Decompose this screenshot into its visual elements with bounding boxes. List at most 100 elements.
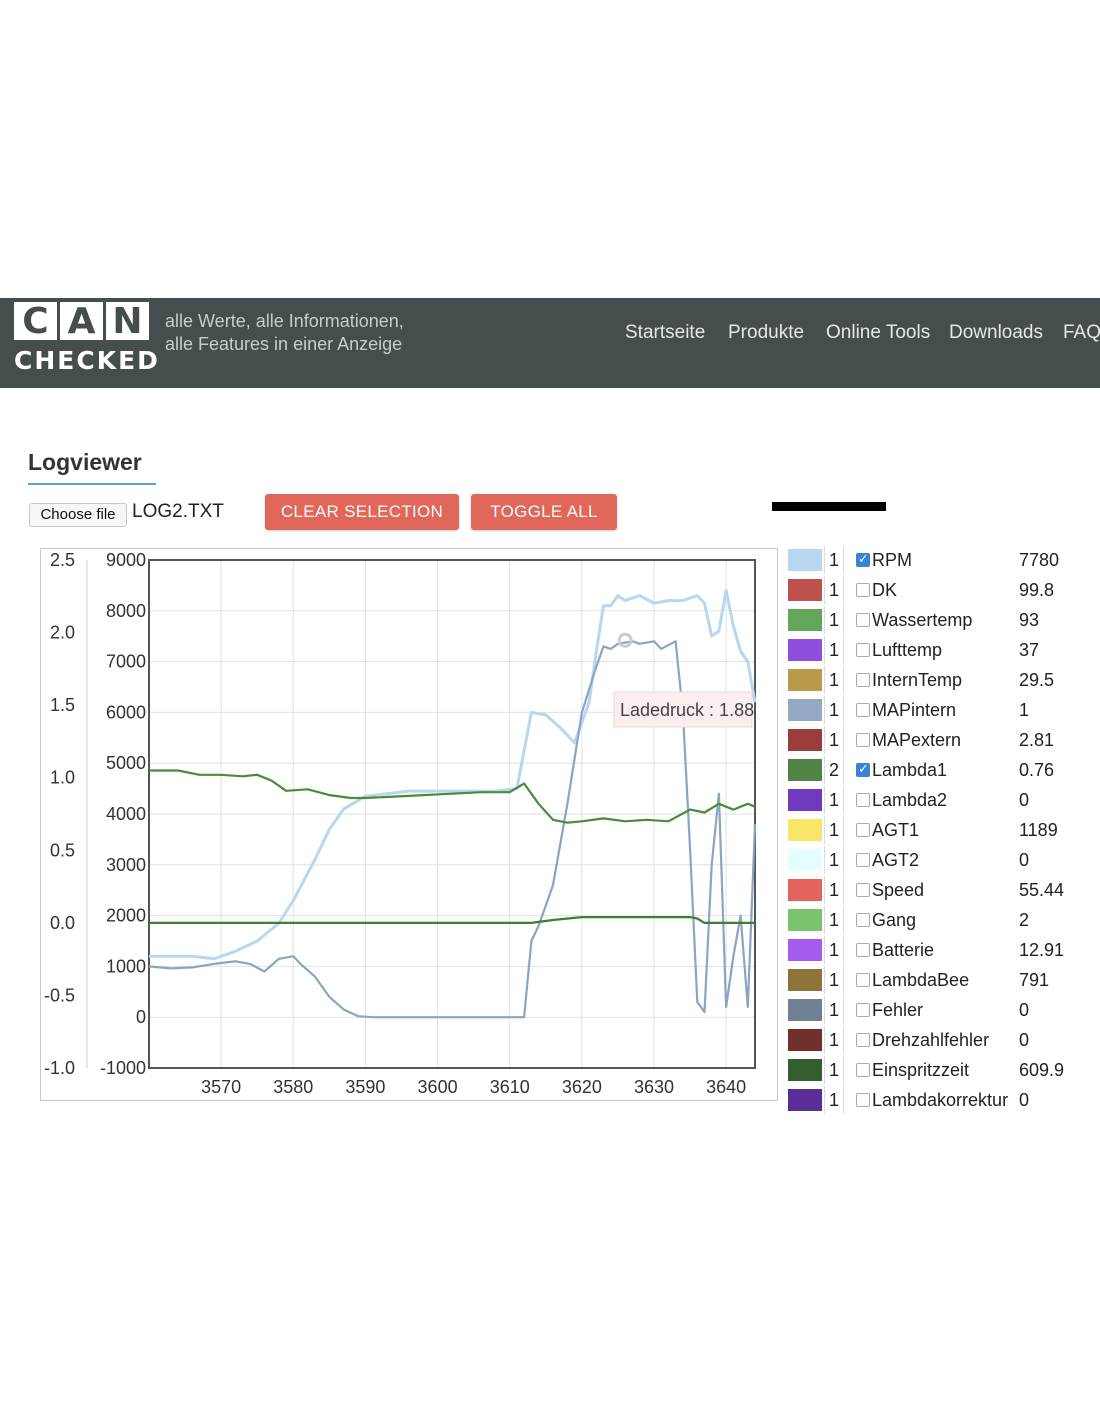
color-swatch[interactable] <box>788 1059 822 1081</box>
legend-row-lambda1[interactable]: 2 Lambda1 0.76 <box>788 756 1100 784</box>
legend-row-lambdakorrektur[interactable]: 1 Lambdakorrektur 0 <box>788 1086 1100 1114</box>
axis-selector[interactable]: 1 <box>824 636 844 664</box>
color-swatch[interactable] <box>788 909 822 931</box>
axis-selector[interactable]: 1 <box>824 606 844 634</box>
signal-checkbox[interactable] <box>856 943 870 957</box>
axis-selector[interactable]: 1 <box>824 966 844 994</box>
x-tick-label: 3630 <box>634 1077 674 1097</box>
legend-row-mapextern[interactable]: 1 MAPextern 2.81 <box>788 726 1100 754</box>
choose-file-button[interactable]: Choose file <box>29 503 127 527</box>
color-swatch[interactable] <box>788 729 822 751</box>
axis-selector[interactable]: 1 <box>824 906 844 934</box>
legend-row-agt1[interactable]: 1 AGT1 1189 <box>788 816 1100 844</box>
signal-checkbox[interactable] <box>856 913 870 927</box>
y1-tick-label: 8000 <box>106 601 146 621</box>
color-swatch[interactable] <box>788 939 822 961</box>
axis-selector[interactable]: 1 <box>824 936 844 964</box>
y2-tick-label: 2.5 <box>50 550 75 570</box>
signal-name: Wassertemp <box>872 610 973 630</box>
legend-row-speed[interactable]: 1 Speed 55.44 <box>788 876 1100 904</box>
signal-checkbox[interactable] <box>856 883 870 897</box>
signal-checkbox[interactable] <box>856 673 870 687</box>
signal-checkbox[interactable] <box>856 733 870 747</box>
signal-checkbox[interactable] <box>856 1093 870 1107</box>
signal-checkbox[interactable] <box>856 1063 870 1077</box>
signal-checkbox[interactable] <box>856 853 870 867</box>
legend-row-agt2[interactable]: 1 AGT2 0 <box>788 846 1100 874</box>
color-swatch[interactable] <box>788 759 822 781</box>
legend-row-lufttemp[interactable]: 1 Lufttemp 37 <box>788 636 1100 664</box>
signal-checkbox[interactable] <box>856 761 870 777</box>
legend-row-lambda2[interactable]: 1 Lambda2 0 <box>788 786 1100 814</box>
axis-selector[interactable]: 1 <box>824 846 844 874</box>
nav-downloads[interactable]: Downloads <box>949 322 1043 343</box>
axis-selector[interactable]: 1 <box>824 786 844 814</box>
color-swatch[interactable] <box>788 699 822 721</box>
legend-row-rpm[interactable]: 1 RPM 7780 <box>788 546 1100 574</box>
color-swatch[interactable] <box>788 819 822 841</box>
legend-row-batterie[interactable]: 1 Batterie 12.91 <box>788 936 1100 964</box>
signal-checkbox[interactable] <box>856 823 870 837</box>
toggle-all-button[interactable]: TOGGLE ALL <box>471 494 617 530</box>
axis-selector[interactable]: 2 <box>824 756 844 784</box>
signal-checkbox[interactable] <box>856 583 870 597</box>
legend-row-lambdabee[interactable]: 1 LambdaBee 791 <box>788 966 1100 994</box>
signal-checkbox[interactable] <box>856 703 870 717</box>
y2-tick-label: 0.5 <box>50 840 75 860</box>
color-swatch[interactable] <box>788 579 822 601</box>
legend-row-mapintern[interactable]: 1 MAPintern 1 <box>788 696 1100 724</box>
axis-selector[interactable]: 1 <box>824 666 844 694</box>
logo-letter-n: N <box>106 302 149 342</box>
log-chart[interactable]: Ladedruck : 1.88 9000 8000 7000 6000 5000 4000… <box>40 548 776 1099</box>
series-line-2 <box>148 640 757 1019</box>
legend-row-einspritzzeit[interactable]: 1 Einspritzzeit 609.9 <box>788 1056 1100 1084</box>
legend-row-drehzahlfehler[interactable]: 1 Drehzahlfehler 0 <box>788 1026 1100 1054</box>
signal-name: Einspritzzeit <box>872 1060 970 1080</box>
color-swatch[interactable] <box>788 999 822 1021</box>
axis-selector[interactable]: 1 <box>824 546 844 574</box>
color-swatch[interactable] <box>788 609 822 631</box>
can-checked-logo[interactable]: C A N CHECKED <box>14 302 158 382</box>
legend-row-fehler[interactable]: 1 Fehler 0 <box>788 996 1100 1024</box>
signal-name: Drehzahlfehler <box>872 1030 990 1050</box>
signal-checkbox[interactable] <box>856 793 870 807</box>
color-swatch[interactable] <box>788 1029 822 1051</box>
axis-selector[interactable]: 1 <box>824 576 844 604</box>
signal-checkbox[interactable] <box>856 551 870 567</box>
signal-checkbox[interactable] <box>856 1033 870 1047</box>
axis-selector[interactable]: 1 <box>824 816 844 844</box>
signal-checkbox[interactable] <box>856 973 870 987</box>
color-swatch[interactable] <box>788 549 822 571</box>
color-swatch[interactable] <box>788 969 822 991</box>
x-tick-label: 3640 <box>706 1077 746 1097</box>
legend-row-wassertemp[interactable]: 1 Wassertemp 93 <box>788 606 1100 634</box>
signal-checkbox[interactable] <box>856 613 870 627</box>
color-swatch[interactable] <box>788 879 822 901</box>
axis-selector[interactable]: 1 <box>824 696 844 724</box>
axis-selector[interactable]: 1 <box>824 1026 844 1054</box>
signal-checkbox[interactable] <box>856 1003 870 1017</box>
nav-produkte[interactable]: Produkte <box>728 322 805 343</box>
nav-online-tools[interactable]: Online Tools <box>826 322 931 343</box>
signal-checkbox[interactable] <box>856 643 870 657</box>
axis-selector[interactable]: 1 <box>824 996 844 1024</box>
signal-name: Lambdakorrektur <box>872 1090 1009 1110</box>
color-swatch[interactable] <box>788 669 822 691</box>
axis-selector[interactable]: 1 <box>824 726 844 754</box>
nav-startseite[interactable]: Startseite <box>625 322 706 343</box>
legend-row-dk[interactable]: 1 DK 99.8 <box>788 576 1100 604</box>
nav-faq[interactable]: FAQ <box>1063 322 1100 343</box>
legend-row-interntemp[interactable]: 1 InternTemp 29.5 <box>788 666 1100 694</box>
clear-selection-button[interactable]: CLEAR SELECTION <box>265 494 459 530</box>
axis-selector[interactable]: 1 <box>824 1086 844 1114</box>
legend-row-gang[interactable]: 1 Gang 2 <box>788 906 1100 934</box>
y2-tick-label: 1.5 <box>50 695 75 715</box>
color-swatch[interactable] <box>788 639 822 661</box>
axis-selector[interactable]: 1 <box>824 876 844 904</box>
color-swatch[interactable] <box>788 789 822 811</box>
signal-name: DK <box>872 580 898 600</box>
axis-selector[interactable]: 1 <box>824 1056 844 1084</box>
color-swatch[interactable] <box>788 849 822 871</box>
color-swatch[interactable] <box>788 1089 822 1111</box>
x-tick-label: 3610 <box>490 1077 530 1097</box>
